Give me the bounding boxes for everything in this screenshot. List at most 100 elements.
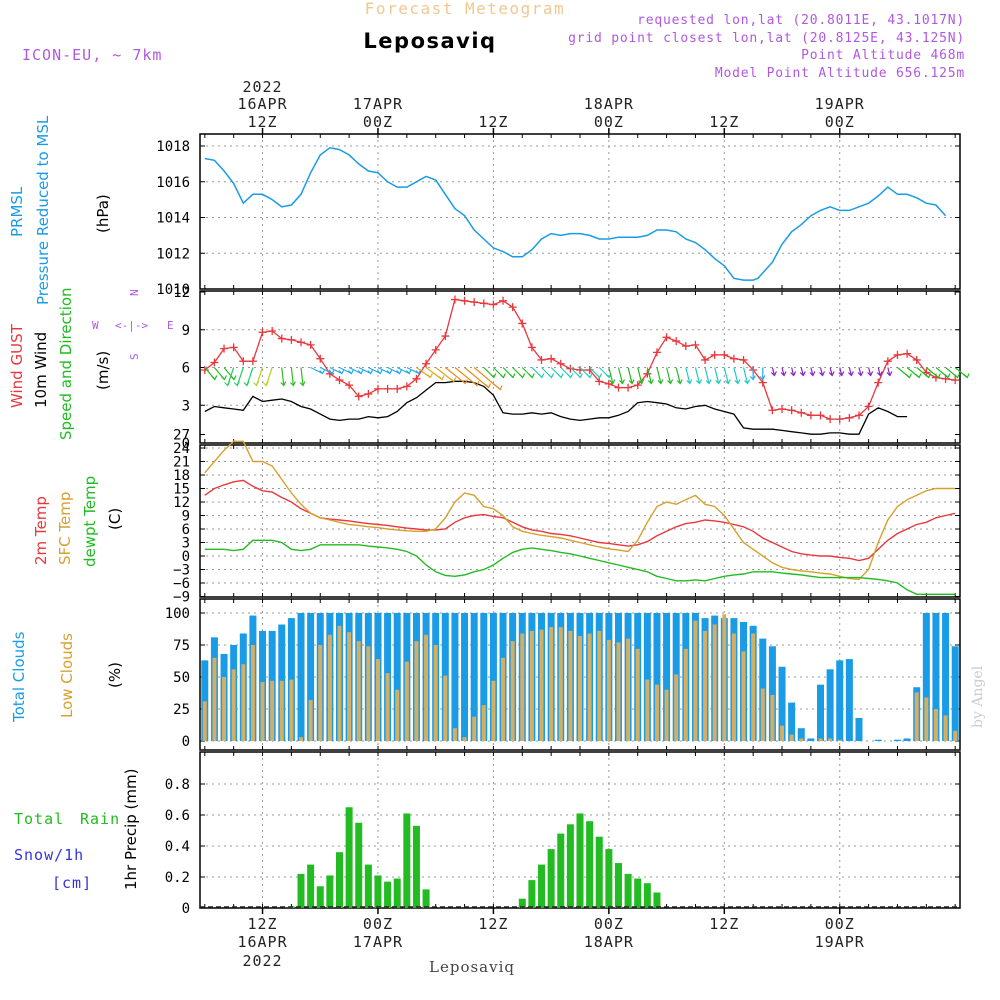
precip-bar	[307, 864, 315, 908]
low-cloud-bar	[202, 701, 207, 741]
gust-marker	[210, 358, 219, 367]
gust-marker	[614, 383, 623, 392]
y-tick-label: 3	[182, 536, 190, 552]
total-cloud-bar	[874, 739, 882, 741]
wind-direction-arrowhead	[461, 379, 468, 385]
top-axis-label: 18APR	[584, 95, 634, 113]
total-cloud-bar	[826, 669, 834, 741]
gust-marker	[373, 384, 382, 393]
gust-marker	[566, 364, 575, 373]
wind-direction-arrow	[858, 367, 862, 376]
wind-direction-arrowhead	[586, 373, 593, 379]
bottom-axis-label: 00Z	[825, 915, 855, 933]
precip-bar	[557, 833, 565, 908]
low-cloud-bar	[424, 634, 429, 741]
low-cloud-bar	[395, 689, 400, 741]
gust-marker	[364, 389, 373, 398]
gust-marker	[787, 406, 796, 415]
low-cloud-bar	[289, 679, 294, 741]
wind-direction-arrowhead	[667, 379, 674, 385]
gust-marker	[268, 327, 277, 336]
low-cloud-bar	[837, 739, 842, 741]
low-cloud-bar	[356, 641, 361, 741]
total-cloud-bar	[461, 613, 469, 741]
wind-direction-arrowhead	[338, 369, 345, 375]
y-tick-label: 6	[182, 361, 190, 377]
total-cloud-bar	[893, 739, 901, 741]
ylabel-dewpt-temp: dewpt Temp	[81, 476, 99, 567]
wind-direction-arrowhead	[596, 373, 603, 379]
gust-marker	[652, 348, 661, 357]
wind-direction-arrow	[733, 367, 739, 384]
low-cloud-bar	[472, 716, 477, 741]
total-cloud-bar	[297, 613, 305, 741]
legend-total: Total	[14, 810, 64, 828]
wind-direction-arrowhead	[934, 373, 941, 379]
total-cloud-bar	[903, 738, 911, 741]
wind-direction-arrowhead	[509, 373, 516, 379]
y-tick-label: 9	[182, 323, 190, 339]
low-cloud-bar	[587, 633, 592, 741]
low-cloud-bar	[674, 674, 679, 741]
y-tick-label: 1014	[156, 211, 190, 227]
total-cloud-bar	[951, 646, 959, 741]
gust-marker	[431, 345, 440, 354]
wind-direction-arrowhead	[819, 371, 826, 377]
gust-marker	[277, 334, 286, 343]
wind-direction-arrow	[319, 366, 333, 375]
gust-marker	[739, 355, 748, 364]
total-cloud-bar	[451, 613, 459, 741]
low-cloud-bar	[318, 645, 323, 741]
wind-direction-arrow	[464, 367, 489, 388]
low-cloud-bar	[231, 669, 236, 741]
precip-bar	[412, 825, 420, 908]
low-cloud-bar	[664, 689, 669, 741]
pressure-line	[204, 147, 947, 281]
low-cloud-bar	[818, 738, 823, 741]
low-cloud-bar	[703, 630, 708, 741]
gust-marker	[816, 411, 825, 420]
ylabel-wind-gust: Wind GUST	[8, 323, 26, 408]
wind-direction-arrow	[300, 367, 304, 386]
wind-direction-arrow	[742, 367, 749, 384]
wind-direction-arrow	[281, 367, 285, 386]
low-cloud-bar	[510, 641, 515, 741]
ylabel-percent: (%)	[106, 662, 124, 688]
compass-arrow: <-|->	[115, 319, 148, 332]
y-tick-label: 50	[173, 670, 190, 686]
low-cloud-bar	[933, 709, 938, 741]
wind-direction-arrow	[791, 367, 795, 376]
precip-bar	[374, 875, 382, 908]
gust-marker	[720, 350, 729, 359]
gust-marker	[489, 300, 498, 309]
y-tick-label: 3	[182, 398, 190, 414]
total-cloud-bar	[307, 613, 315, 741]
wind-direction-arrow	[887, 367, 891, 376]
wind-direction-arrowhead	[638, 379, 645, 385]
wind-direction-arrow	[839, 367, 843, 376]
wind-direction-arrow	[627, 367, 633, 384]
precip-bar	[605, 849, 613, 908]
compass-s: S	[128, 353, 141, 360]
top-axis-label: 12Z	[478, 113, 508, 131]
low-cloud-bar	[654, 684, 659, 741]
gust-marker	[258, 328, 267, 337]
wind-direction-arrowhead	[838, 371, 845, 377]
low-cloud-bar	[828, 738, 833, 741]
y-tick-label: 18	[173, 468, 190, 484]
wind-direction-arrowhead	[233, 381, 240, 387]
gust-marker	[470, 298, 479, 307]
total-cloud-bar	[797, 728, 805, 741]
bottom-axis-label: 2022	[242, 952, 282, 970]
low-cloud-bar	[520, 633, 525, 741]
low-cloud-bar	[337, 625, 342, 741]
low-cloud-bar	[414, 641, 419, 741]
total-cloud-bar	[470, 613, 478, 741]
wind-direction-arrow	[377, 366, 391, 375]
wind-direction-arrowhead	[386, 369, 393, 375]
y-tick-label: 0.2	[165, 870, 190, 886]
model-altitude: Model Point Altitude 656.125m	[715, 66, 965, 81]
low-cloud-bar	[299, 737, 304, 741]
top-axis-label: 12Z	[247, 113, 277, 131]
wind-direction-arrowhead	[759, 375, 766, 381]
